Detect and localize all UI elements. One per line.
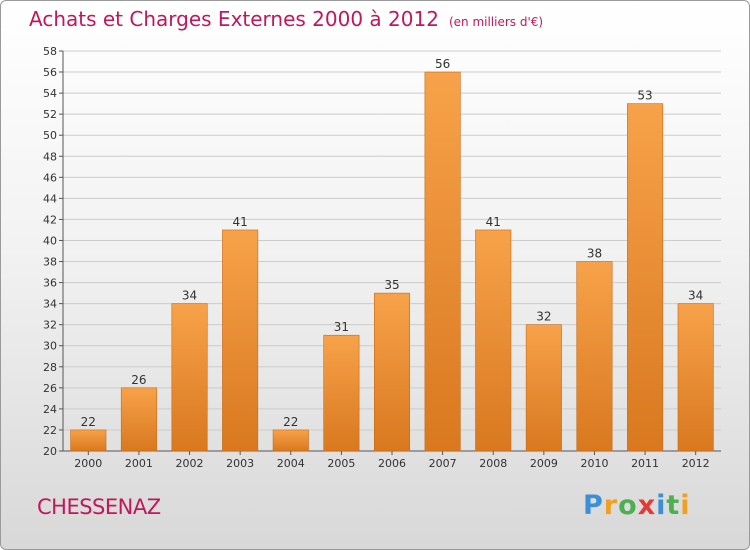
y-tick-label: 34 <box>43 298 57 311</box>
y-tick-label: 36 <box>43 277 57 290</box>
x-tick-label: 2004 <box>277 457 305 470</box>
data-label: 34 <box>182 289 197 303</box>
bar <box>576 261 613 452</box>
y-tick-label: 56 <box>43 66 57 79</box>
x-tick-label: 2011 <box>631 457 659 470</box>
x-tick-label: 2006 <box>378 457 406 470</box>
y-tick-label: 46 <box>43 171 57 184</box>
y-tick-label: 52 <box>43 108 57 121</box>
y-tick-label: 20 <box>43 445 57 458</box>
y-tick-label: 40 <box>43 234 57 247</box>
logo-letter: P <box>583 490 604 521</box>
data-label: 53 <box>637 89 652 103</box>
x-tick-label: 2008 <box>479 457 507 470</box>
y-tick-label: 50 <box>43 129 57 142</box>
x-tick-label: 2010 <box>580 457 608 470</box>
bar <box>222 229 259 452</box>
data-label: 35 <box>384 278 399 292</box>
y-tick-label: 22 <box>43 424 57 437</box>
logo-letter: o <box>618 490 638 521</box>
data-label: 38 <box>587 247 602 261</box>
y-tick-label: 48 <box>43 150 57 163</box>
y-tick-label: 28 <box>43 361 57 374</box>
x-tick-label: 2001 <box>125 457 153 470</box>
logo-letter: i <box>656 490 667 521</box>
bar <box>171 303 208 452</box>
bar <box>323 334 360 452</box>
data-label: 56 <box>435 57 450 71</box>
y-tick-label: 54 <box>43 87 57 100</box>
logo-letter: t <box>666 490 681 521</box>
y-tick-label: 42 <box>43 213 57 226</box>
y-tick-label: 26 <box>43 382 57 395</box>
x-tick-label: 2002 <box>176 457 204 470</box>
bar <box>525 324 562 452</box>
x-tick-label: 2012 <box>682 457 710 470</box>
logo-letter: x <box>637 490 657 521</box>
data-label: 26 <box>131 373 146 387</box>
bar <box>373 292 411 452</box>
x-tick-label: 2009 <box>530 457 558 470</box>
x-tick-label: 2005 <box>327 457 355 470</box>
logo-letter: i <box>680 490 691 521</box>
bar <box>677 303 714 452</box>
bars <box>70 71 714 452</box>
proxiti-logo: Proxiti <box>583 490 691 521</box>
bar <box>70 429 107 452</box>
bar <box>424 71 461 452</box>
x-tick-label: 2003 <box>226 457 254 470</box>
bar <box>272 429 309 452</box>
data-label: 41 <box>486 215 501 229</box>
chart-title: Achats et Charges Externes 2000 à 2012 (e… <box>29 7 543 31</box>
data-label: 22 <box>283 415 298 429</box>
data-label: 34 <box>688 289 703 303</box>
x-tick-label: 2007 <box>429 457 457 470</box>
bar <box>120 387 157 452</box>
y-tick-label: 32 <box>43 319 57 332</box>
data-label: 22 <box>81 415 96 429</box>
logo-letter: r <box>603 490 619 521</box>
x-tick-label: 2000 <box>74 457 102 470</box>
y-tick-label: 58 <box>43 45 57 58</box>
y-tick-label: 24 <box>43 403 57 416</box>
y-tick-label: 30 <box>43 340 57 353</box>
bar <box>475 229 512 452</box>
y-tick-label: 38 <box>43 256 57 269</box>
data-labels: 22 26 34 41 22 31 35 56 41 32 38 53 34 <box>81 57 704 429</box>
commune-name: CHESSENAZ <box>37 495 161 519</box>
data-label: 31 <box>334 320 349 334</box>
bar <box>627 103 664 452</box>
unit-text: (en milliers d'€) <box>448 15 544 29</box>
data-label: 41 <box>233 215 248 229</box>
title-text: Achats et Charges Externes 2000 à 2012 <box>29 7 439 31</box>
data-label: 32 <box>536 310 551 324</box>
y-tick-label: 44 <box>43 192 57 205</box>
